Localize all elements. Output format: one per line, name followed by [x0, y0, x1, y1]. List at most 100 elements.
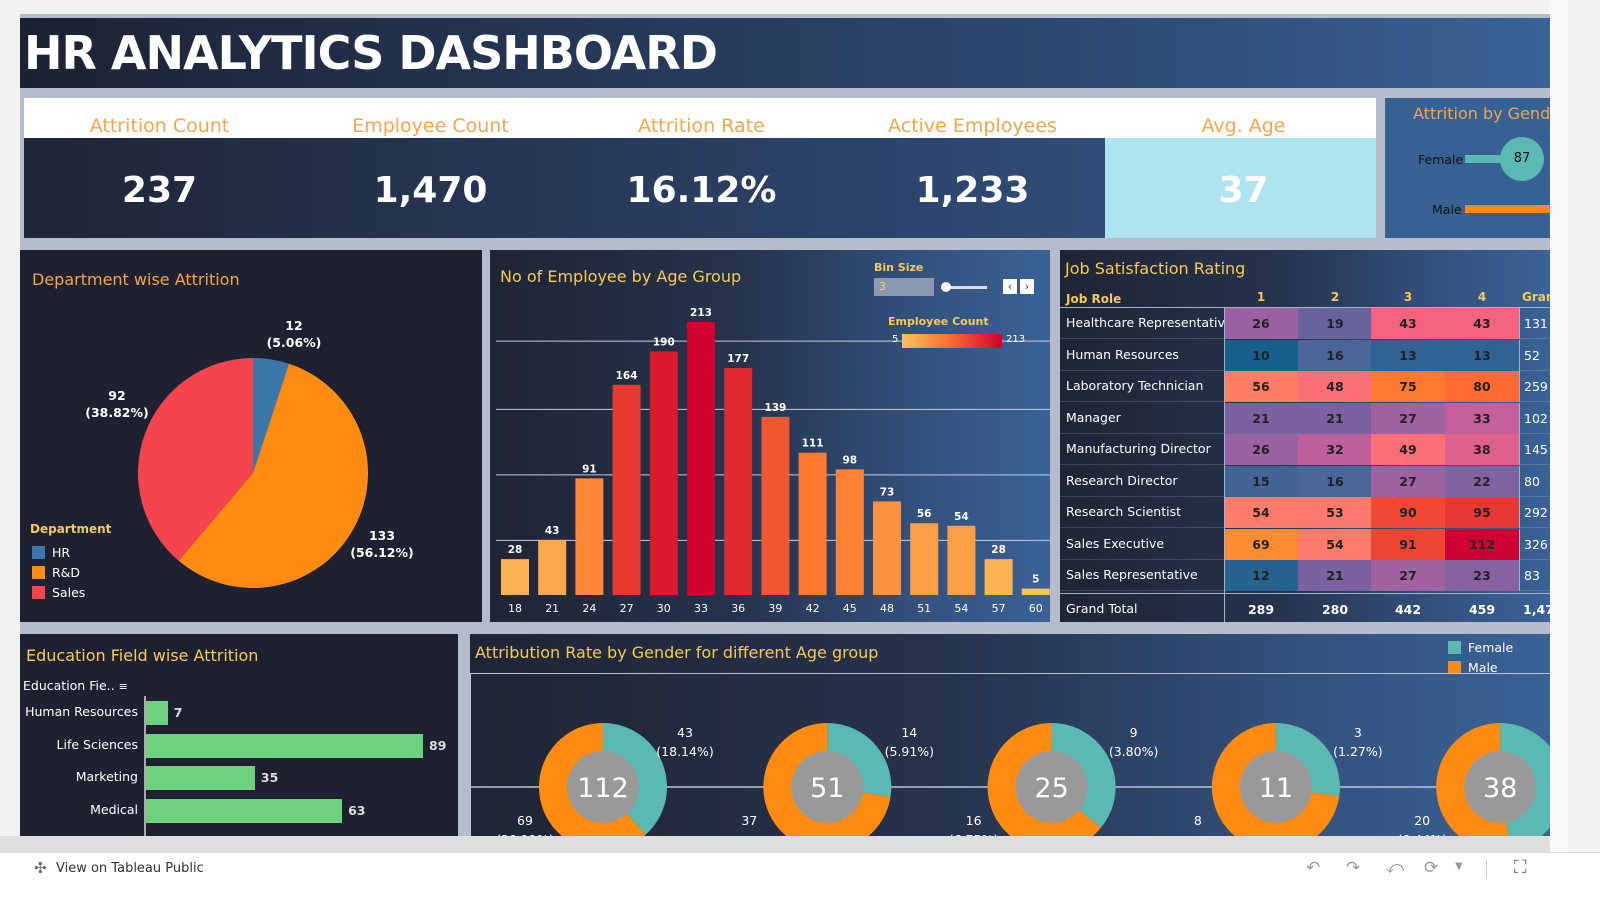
job-role-label: Research Scientist	[1066, 504, 1181, 519]
heatmap-cell[interactable]: 13	[1445, 339, 1519, 371]
view-on-tableau-link[interactable]: View on Tableau Public	[56, 861, 204, 876]
bar-age-39[interactable]	[761, 416, 790, 595]
female-bar[interactable]	[1465, 155, 1522, 163]
legend-item[interactable]: Male	[1448, 657, 1498, 676]
heatmap-cell[interactable]: 49	[1371, 434, 1445, 465]
legend-item[interactable]: HR	[32, 542, 70, 561]
female-value-circle[interactable]: 87	[1500, 137, 1544, 181]
job-role-label: Sales Representative	[1066, 567, 1198, 582]
gender-age-donut-charts: 112 43(18.14%) 69(29.11%) 51 14(5.91%) 37 25 9(…	[470, 723, 1550, 836]
heatmap-cell[interactable]: 90	[1371, 497, 1445, 528]
heatmap-cell[interactable]: 56	[1224, 371, 1298, 402]
heatmap-cell[interactable]: 15	[1224, 465, 1298, 497]
bin-size-slider-handle[interactable]	[941, 282, 951, 292]
education-bar[interactable]	[146, 766, 255, 791]
pie-slice-rd[interactable]	[178, 363, 368, 588]
fullscreen-icon[interactable]: ⛶	[1514, 857, 1527, 878]
bar-age-51[interactable]	[910, 523, 939, 595]
pie-slice-hr[interactable]	[253, 358, 289, 473]
redo-icon[interactable]: ↷	[1346, 858, 1361, 878]
bar-age-36[interactable]	[724, 368, 753, 595]
heatmap-cell[interactable]: 43	[1445, 308, 1519, 339]
donut-chart[interactable]: 25	[987, 723, 1116, 836]
heatmap-cell[interactable]: 27	[1371, 560, 1445, 591]
legend-item[interactable]: Sales	[32, 582, 85, 601]
pie-slice-sales[interactable]	[137, 358, 253, 561]
x-tick-label: 30	[657, 602, 671, 615]
heatmap-cell[interactable]: 112	[1445, 528, 1519, 560]
donut-chart[interactable]: 112	[539, 723, 667, 836]
heatmap-cell[interactable]: 12	[1224, 560, 1298, 591]
kpi-header-strip	[24, 98, 1376, 138]
legend-item[interactable]: R&D	[32, 562, 80, 581]
heatmap-cell[interactable]: 23	[1445, 560, 1519, 591]
heatmap-cell[interactable]: 91	[1371, 528, 1445, 560]
heatmap-cell[interactable]: 32	[1298, 434, 1372, 465]
grand-total-label: Grand Total	[1066, 600, 1138, 616]
bin-size-slider-track[interactable]	[941, 286, 987, 289]
horizontal-scrollbar[interactable]	[0, 836, 1550, 852]
bar-age-27[interactable]	[612, 384, 641, 595]
bar-age-18[interactable]	[501, 559, 529, 595]
male-bar[interactable]	[1465, 205, 1550, 213]
heatmap-cell[interactable]: 26	[1224, 308, 1298, 339]
column-grand-total: 442	[1394, 601, 1422, 617]
heatmap-cell[interactable]: 21	[1224, 402, 1298, 434]
donut-chart[interactable]: 51	[763, 723, 892, 836]
vertical-scrollbar[interactable]	[1550, 0, 1568, 852]
legend-item[interactable]: Female	[1448, 637, 1513, 656]
bar-value-label: 213	[690, 307, 712, 319]
heatmap-cell[interactable]: 48	[1298, 371, 1372, 402]
bar-age-54[interactable]	[947, 525, 976, 595]
kpi-value: 1,233	[915, 170, 1030, 211]
next-bin-button[interactable]: ›	[1020, 279, 1034, 294]
heatmap-cell[interactable]: 80	[1445, 371, 1519, 402]
heatmap-cell[interactable]: 75	[1371, 371, 1445, 402]
donut-chart[interactable]: 38	[1436, 723, 1550, 836]
heatmap-cell[interactable]: 33	[1445, 402, 1519, 434]
bar-age-33[interactable]	[687, 322, 715, 595]
bar-age-45[interactable]	[835, 469, 864, 595]
donut-chart[interactable]: 11	[1211, 723, 1340, 836]
heatmap-cell[interactable]: 22	[1445, 465, 1519, 497]
heatmap-cell[interactable]: 27	[1371, 465, 1445, 497]
heatmap-cell[interactable]: 16	[1298, 465, 1372, 497]
heatmap-cell[interactable]: 54	[1224, 497, 1298, 528]
table-row: Human Resources 10 16 13 13 52	[1060, 339, 1550, 371]
heatmap-cell[interactable]: 21	[1298, 560, 1372, 591]
heatmap-cell[interactable]: 10	[1224, 339, 1298, 371]
education-bar[interactable]	[146, 701, 168, 725]
bar-age-42[interactable]	[798, 452, 827, 595]
bar-age-21[interactable]	[538, 539, 567, 595]
bar-age-48[interactable]	[873, 501, 901, 595]
donut-total: 51	[810, 773, 844, 804]
chevron-down-icon[interactable]: ▼	[1455, 861, 1463, 872]
education-bar[interactable]	[146, 733, 423, 758]
sort-icon[interactable]: ≡	[118, 680, 128, 693]
bar-age-30[interactable]	[649, 351, 678, 595]
heatmap-cell[interactable]: 16	[1298, 339, 1372, 371]
heatmap-cell[interactable]: 54	[1298, 528, 1372, 560]
bar-value-label: 56	[917, 508, 932, 520]
heatmap-cell[interactable]: 27	[1371, 402, 1445, 434]
heatmap-cell[interactable]: 21	[1298, 402, 1372, 434]
pie-data-label: 92 (38.82%)	[85, 388, 149, 420]
revert-icon[interactable]: ⤺	[1386, 858, 1405, 878]
heatmap-cell[interactable]: 13	[1371, 339, 1445, 371]
bar-age-24[interactable]	[575, 478, 604, 595]
bar-age-57[interactable]	[984, 559, 1013, 595]
heatmap-cell[interactable]: 95	[1445, 497, 1519, 528]
heatmap-cell[interactable]: 38	[1445, 434, 1519, 465]
heatmap-cell[interactable]: 26	[1224, 434, 1298, 465]
bar-age-60[interactable]	[1021, 588, 1050, 595]
heatmap-cell[interactable]: 69	[1224, 528, 1298, 560]
heatmap-cell[interactable]: 53	[1298, 497, 1372, 528]
education-bar[interactable]	[146, 799, 343, 824]
heatmap-cell[interactable]: 43	[1371, 308, 1445, 339]
refresh-icon[interactable]: ⟳	[1424, 858, 1439, 878]
bin-size-input[interactable]: 3	[874, 278, 934, 296]
undo-icon[interactable]: ↶	[1306, 858, 1321, 878]
prev-bin-button[interactable]: ‹	[1003, 279, 1017, 294]
legend-label: Female	[1468, 640, 1514, 655]
heatmap-cell[interactable]: 19	[1298, 308, 1372, 339]
